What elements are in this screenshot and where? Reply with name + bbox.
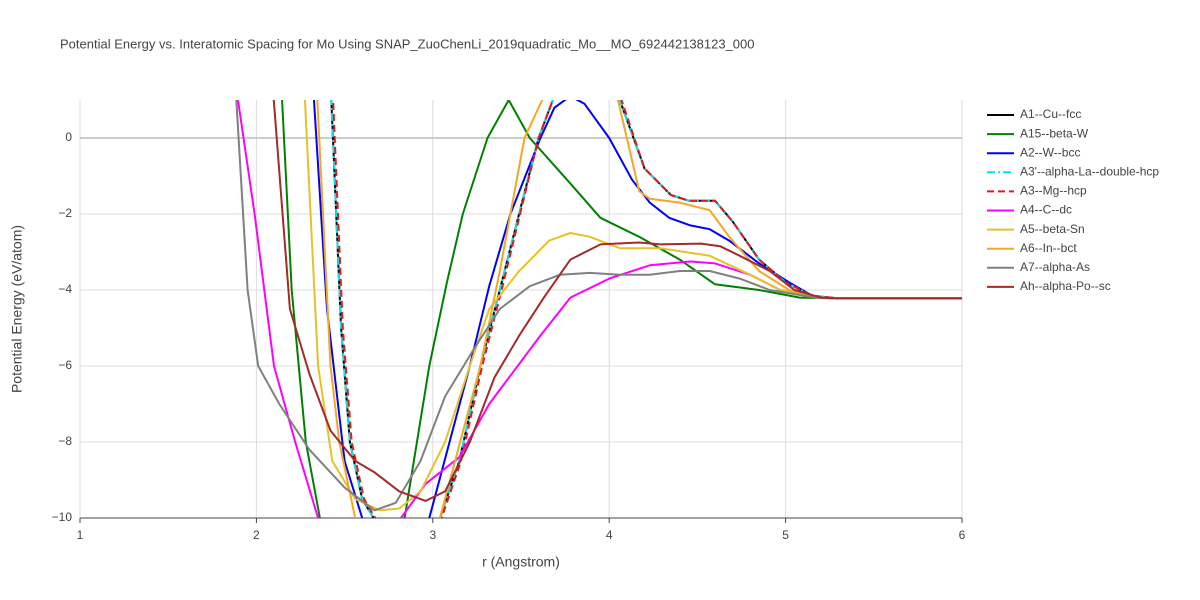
legend-label: A3'--alpha-La--double-hcp [1020, 164, 1159, 178]
legend-label: A3--Mg--hcp [1020, 184, 1087, 198]
grid: 1 2 3 4 5 6 −10 −8 −6 −4 −2 0 [52, 100, 966, 542]
series-line [332, 100, 962, 518]
y-tick-label: −4 [58, 282, 72, 296]
y-tick-label: −8 [58, 434, 72, 448]
x-tick-label: 1 [77, 528, 84, 542]
y-tick-label: −2 [58, 206, 72, 220]
series-line [312, 100, 962, 518]
lines [235, 100, 962, 518]
legend-label: A6--In--bct [1020, 241, 1077, 255]
x-tick-label: 4 [606, 528, 613, 542]
x-axis-label: r (Angstrom) [482, 554, 560, 570]
legend-label: A5--beta-Sn [1020, 222, 1085, 236]
plot-area [80, 100, 962, 518]
x-tick-label: 2 [253, 528, 260, 542]
y-tick-label: −6 [58, 358, 72, 372]
legend: A1--Cu--fcc A15--beta-W A2--W--bcc A3'--alp… [987, 107, 1159, 293]
x-tick-label: 3 [429, 528, 436, 542]
series-line [316, 100, 962, 518]
series-line [281, 100, 962, 518]
legend-label: Ah--alpha-Po--sc [1020, 279, 1111, 293]
legend-label: A7--alpha-As [1020, 260, 1090, 274]
x-tick-label: 5 [782, 528, 789, 542]
chart-title: Potential Energy vs. Interatomic Spacing… [60, 36, 755, 51]
x-tick-label: 6 [959, 528, 966, 542]
series-line [235, 100, 962, 512]
legend-label: A1--Cu--fcc [1020, 107, 1081, 121]
legend-label: A2--W--bcc [1020, 145, 1080, 159]
series-line [272, 100, 962, 502]
y-axis-label: Potential Energy (eV/atom) [9, 225, 25, 393]
legend-label: A15--beta-W [1020, 126, 1089, 140]
legend-label: A4--C--dc [1020, 203, 1072, 217]
y-tick-label: 0 [65, 130, 72, 144]
y-tick-label: −10 [52, 510, 73, 524]
